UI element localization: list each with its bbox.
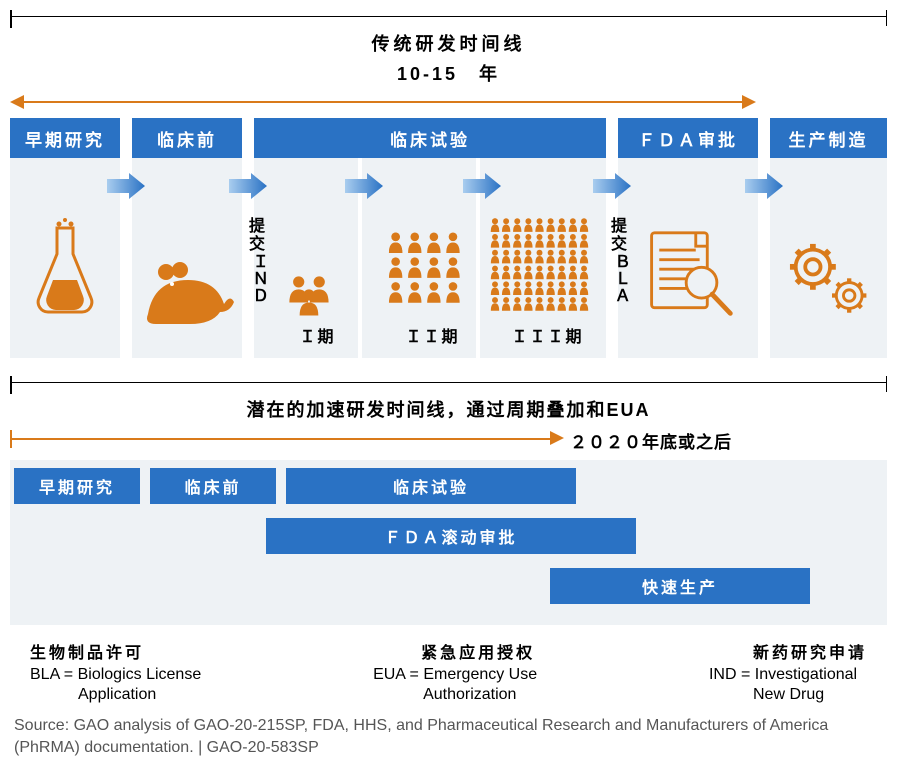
accel-bar-clin: 临床试验 bbox=[286, 468, 576, 504]
phase3-label: ＩＩＩ期 bbox=[510, 323, 585, 347]
flask-icon bbox=[30, 208, 100, 318]
accel-date: ２０２０年底或之后 bbox=[570, 428, 732, 453]
accelerated-timeline-section: 潜在的加速研发时间线，通过周期叠加和EUA ２０２０年底或之后 早期研究 临床前… bbox=[10, 376, 887, 625]
stage-preclinical: 临床前 bbox=[132, 118, 242, 158]
accelerated-title: 潜在的加速研发时间线，通过周期叠加和EUA bbox=[10, 390, 887, 424]
document-magnifier-icon bbox=[640, 213, 740, 323]
legend-bla: 生物制品许可 BLA = Biologics License Applicati… bbox=[30, 639, 201, 705]
accel-bar-manuf: 快速生产 bbox=[550, 568, 810, 604]
submit-ind-label: 提交 ＩＮＤ bbox=[248, 218, 268, 309]
traditional-stage-row: 早期研究 临床前 临床试验 ＦＤＡ审批 生产制造 bbox=[10, 118, 887, 358]
stage-fda: ＦＤＡ审批 bbox=[618, 118, 758, 158]
accel-bar-fda: ＦＤＡ滚动审批 bbox=[266, 518, 636, 554]
traditional-timeline-section: 传统研发时间线 10-15 年 早期研究 临床前 临床试验 ＦＤＡ审批 生产制造 bbox=[10, 10, 887, 358]
phase1-label: Ｉ期 bbox=[290, 323, 345, 347]
orange-double-arrow bbox=[10, 94, 887, 110]
accel-bars: 早期研究 临床前 临床试验 ＦＤＡ滚动审批 快速生产 bbox=[10, 460, 887, 625]
stage-early-research: 早期研究 bbox=[10, 118, 120, 158]
people-phase3-icon bbox=[488, 210, 603, 320]
phase2-label: ＩＩ期 bbox=[400, 323, 465, 347]
bracket-accel bbox=[10, 376, 887, 390]
orange-arrow-accel: ２０２０年底或之后 bbox=[10, 426, 887, 452]
flow-arrow-icon bbox=[107, 173, 145, 199]
accel-bar-early: 早期研究 bbox=[14, 468, 140, 504]
people-phase1-icon bbox=[278, 233, 353, 323]
mouse-icon bbox=[136, 228, 236, 328]
stage-manufacturing: 生产制造 bbox=[770, 118, 887, 158]
bracket-top bbox=[10, 10, 887, 24]
flow-arrow-icon bbox=[345, 173, 383, 199]
flow-arrow-icon bbox=[593, 173, 631, 199]
legend: 生物制品许可 BLA = Biologics License Applicati… bbox=[10, 625, 887, 709]
flow-arrow-icon bbox=[463, 173, 501, 199]
accel-bar-preclin: 临床前 bbox=[150, 468, 276, 504]
legend-eua: 紧急应用授权 EUA = Emergency Use Authorization bbox=[373, 639, 537, 705]
people-phase2-icon bbox=[386, 218, 476, 318]
source-text: Source: GAO analysis of GAO-20-215SP, FD… bbox=[10, 709, 887, 758]
gears-icon bbox=[782, 218, 882, 328]
stage-clinical: 临床试验 bbox=[254, 118, 606, 158]
legend-ind: 新药研究申请 IND = Investigational New Drug bbox=[709, 639, 867, 705]
flow-arrow-icon bbox=[229, 173, 267, 199]
traditional-duration: 10-15 年 bbox=[10, 58, 887, 92]
traditional-title: 传统研发时间线 bbox=[10, 24, 887, 58]
submit-bla-label: 提交 ＢＬＡ bbox=[610, 218, 630, 309]
flow-arrow-icon bbox=[745, 173, 783, 199]
